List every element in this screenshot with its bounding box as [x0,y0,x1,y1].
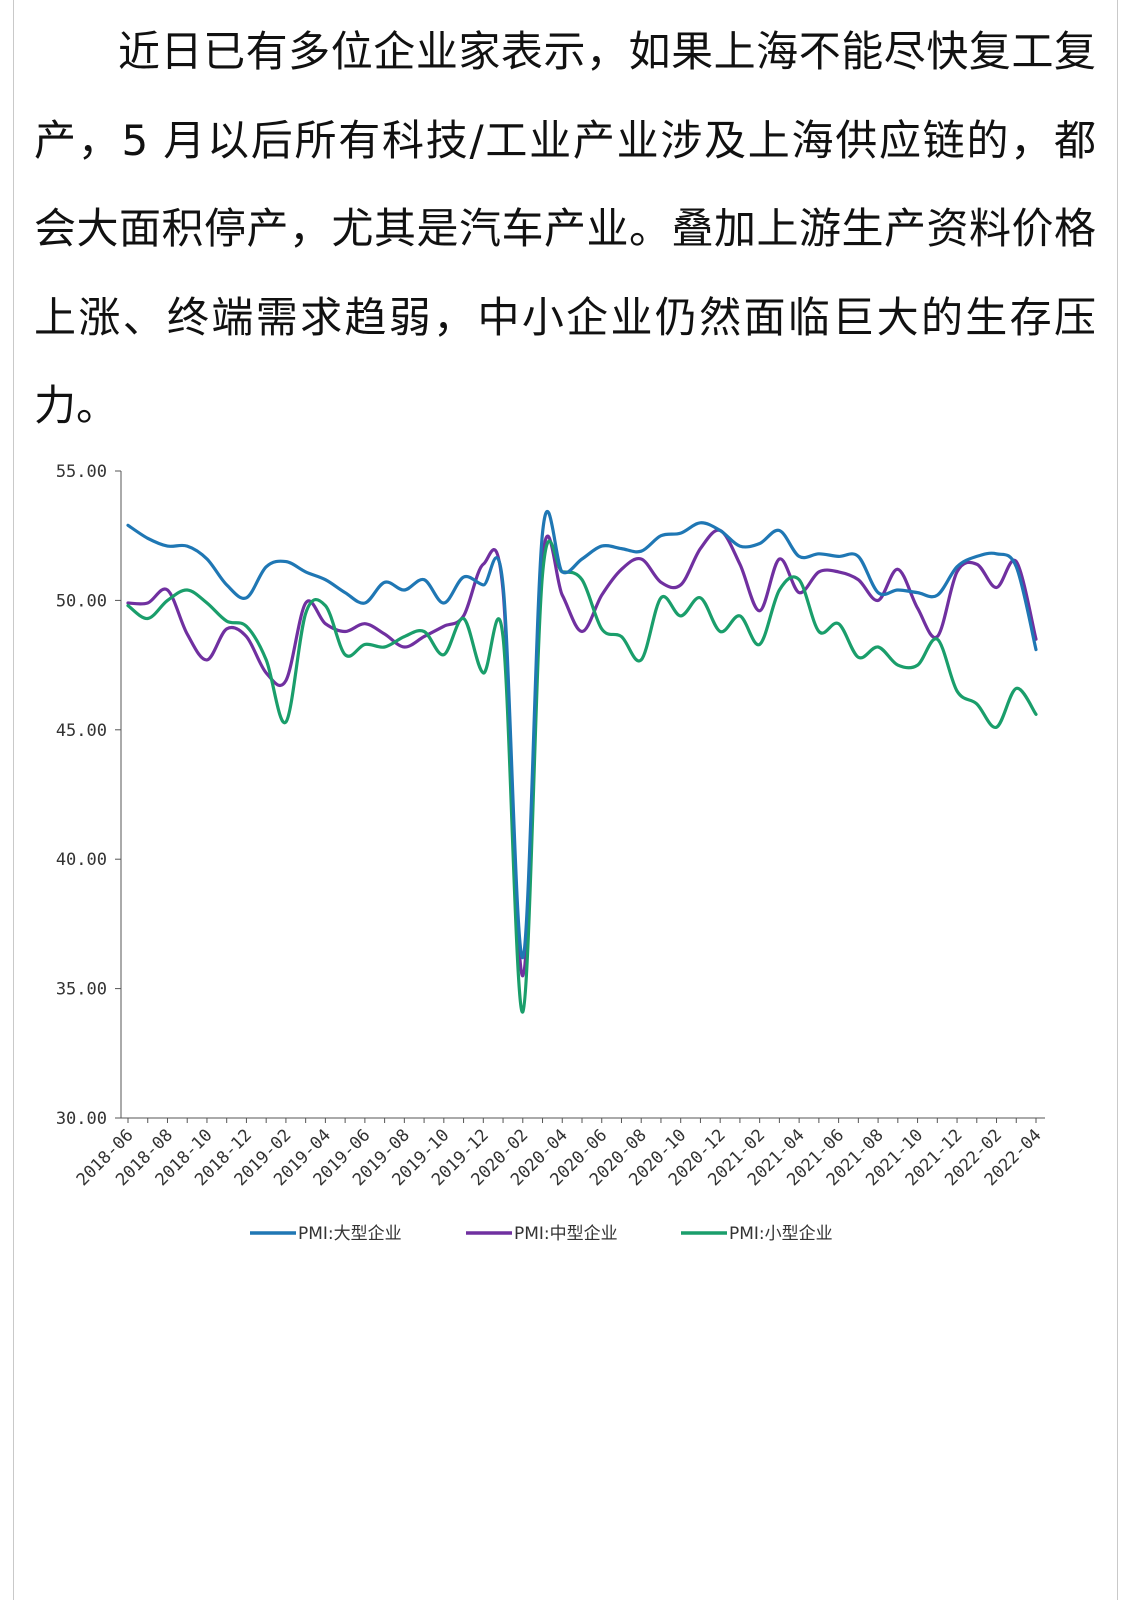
y-tick-label: 40.00 [56,850,107,870]
article-paragraph: 近日已有多位企业家表示，如果上海不能尽快复工复产，5 月以后所有科技/工业产业涉… [34,27,1096,430]
series-line-1 [126,528,1038,978]
legend-label: PMI:大型企业 [298,1224,402,1244]
chart-axes: 30.0035.0040.0045.0050.0055.002018-06201… [56,462,1046,1190]
y-tick-label: 50.00 [56,591,107,611]
series-line-0 [126,510,1038,960]
page-border-left [13,0,14,1600]
series-line-2 [126,539,1038,1014]
y-tick-label: 30.00 [56,1109,107,1129]
chart-legend: PMI:大型企业 PMI:中型企业 PMI:小型企业 [250,1224,833,1244]
y-tick-label: 45.00 [56,721,107,741]
y-tick-label: 55.00 [56,462,107,482]
chart-series [126,510,1038,1014]
y-tick-label: 35.00 [56,980,107,1000]
page-border-right [1117,0,1118,1600]
legend-label: PMI:中型企业 [514,1224,618,1244]
legend-label: PMI:小型企业 [729,1224,833,1244]
pmi-line-chart: 30.0035.0040.0045.0050.0055.002018-06201… [56,462,1046,1244]
